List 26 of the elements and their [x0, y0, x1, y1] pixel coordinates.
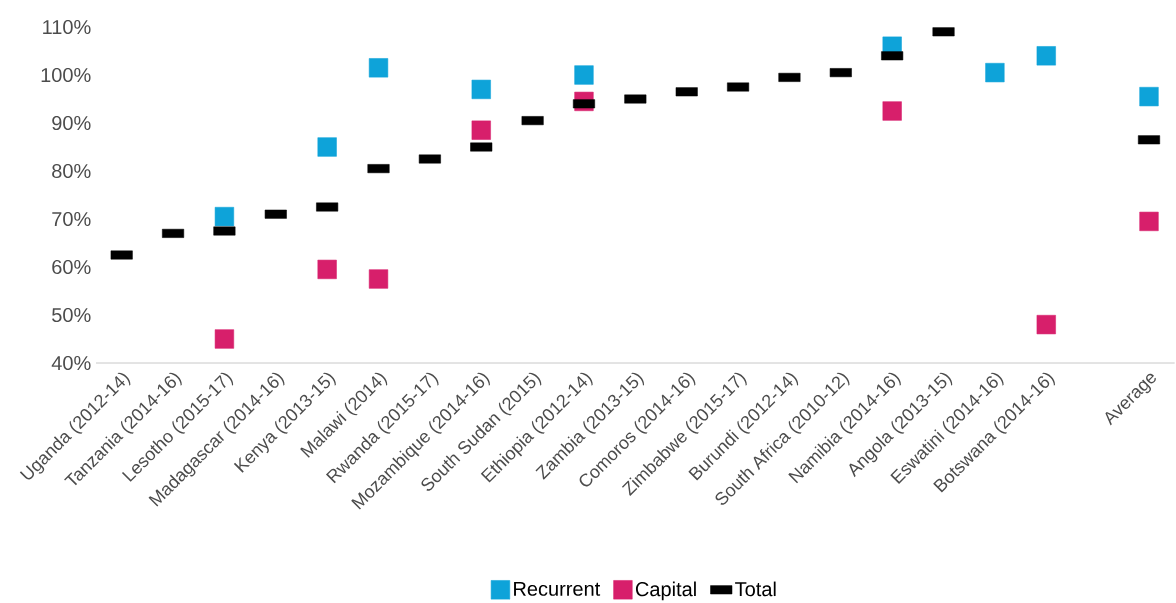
legend-label: Capital	[635, 581, 696, 600]
point	[882, 101, 902, 121]
point	[1036, 46, 1056, 66]
y-tick-label: 90%	[52, 115, 91, 130]
point	[985, 62, 1005, 83]
point	[471, 120, 491, 140]
point	[368, 269, 389, 289]
point	[214, 329, 235, 349]
point	[574, 65, 594, 85]
y-tick-label: 100%	[41, 67, 91, 82]
point	[368, 58, 389, 78]
legend-label: Total	[735, 581, 776, 597]
point	[471, 79, 491, 99]
y-tick-label: 50%	[52, 307, 91, 322]
y-tick-label: 70%	[52, 211, 91, 226]
point	[214, 206, 235, 227]
legend-label: Recurrent	[514, 581, 601, 596]
point	[317, 259, 337, 279]
point	[1139, 211, 1159, 231]
point	[1036, 314, 1056, 335]
y-tick-label: 60%	[52, 259, 91, 274]
point	[1139, 86, 1159, 107]
y-tick-label: 110%	[43, 19, 91, 34]
point	[317, 137, 337, 157]
y-tick-label: 80%	[52, 163, 91, 178]
y-tick-label: 40%	[51, 355, 91, 370]
